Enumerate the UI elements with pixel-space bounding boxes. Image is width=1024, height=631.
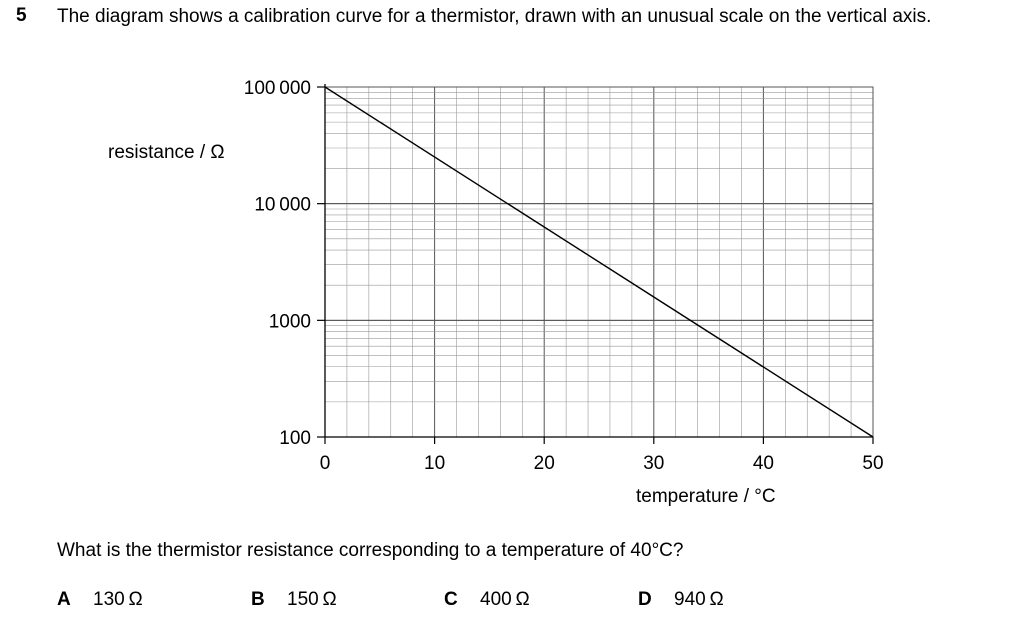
x-tick-label: 50 (862, 453, 883, 474)
y-tick-label: 100 (279, 428, 311, 449)
x-axis-label: temperature / °C (636, 486, 776, 507)
option-a[interactable]: A 130 Ω (57, 589, 143, 611)
y-tick-label: 10 000 (254, 195, 311, 216)
calibration-line (324, 86, 874, 438)
option-b[interactable]: B 150 Ω (251, 589, 337, 611)
y-tick-label: 1000 (269, 311, 311, 332)
option-letter: C (444, 589, 458, 610)
x-tick-label: 40 (753, 453, 774, 474)
x-tick-label: 10 (424, 453, 445, 474)
option-letter: D (638, 589, 652, 610)
series-layer (324, 86, 874, 438)
option-d[interactable]: D 940 Ω (638, 589, 724, 611)
option-c[interactable]: C 400 Ω (444, 589, 530, 611)
axes (317, 84, 874, 444)
tick-labels: 0 10 20 30 40 50 100 1000 10 000 100 000 (244, 78, 884, 474)
x-tick-label: 30 (643, 453, 664, 474)
option-letter: B (251, 589, 265, 610)
question-intro: The diagram shows a calibration curve fo… (57, 6, 932, 27)
option-letter: A (57, 589, 71, 610)
question-prompt: What is the thermistor resistance corres… (57, 540, 684, 561)
y-tick-label: 100 000 (244, 78, 311, 99)
option-text: 400 Ω (480, 589, 530, 610)
option-text: 150 Ω (287, 589, 337, 610)
y-axis-label: resistance / Ω (108, 142, 225, 163)
x-tick-label: 0 (320, 453, 331, 474)
option-text: 940 Ω (674, 589, 724, 610)
question-number: 5 (16, 5, 27, 26)
option-text: 130 Ω (93, 589, 143, 610)
x-tick-label: 20 (534, 453, 555, 474)
grid (324, 86, 874, 438)
